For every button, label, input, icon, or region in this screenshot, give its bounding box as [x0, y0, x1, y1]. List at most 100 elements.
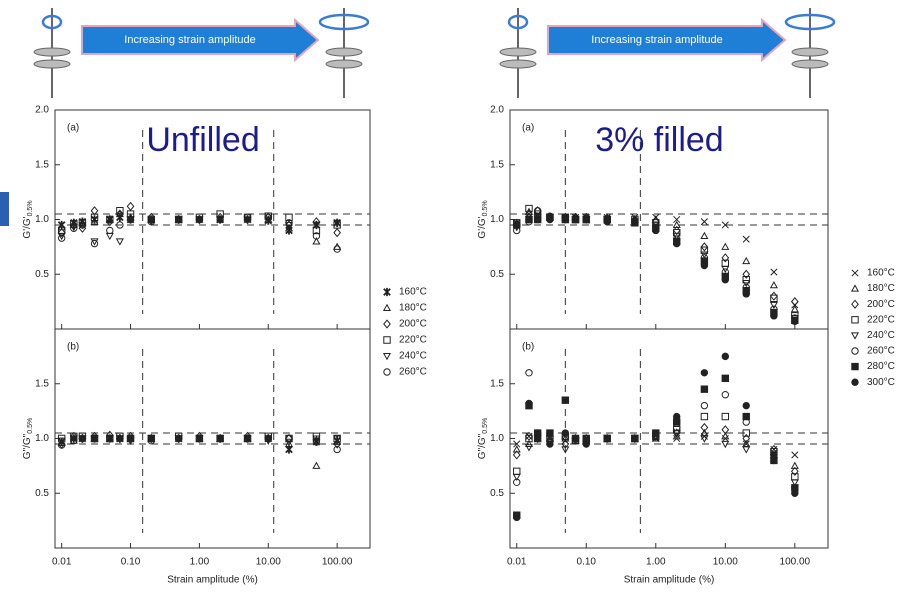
marker	[561, 446, 570, 454]
y-tick-label: 1.0	[490, 433, 504, 444]
x-tick-label: 10.00	[256, 557, 281, 568]
panel-label: (a)	[522, 123, 534, 134]
y-tick-label: 0.5	[35, 269, 49, 280]
marker	[652, 226, 660, 235]
marker	[216, 434, 224, 443]
marker	[90, 238, 99, 246]
x-axis-label: Strain amplitude (%)	[624, 575, 715, 586]
legend-marker	[851, 299, 859, 309]
x-tick-label: 0.10	[577, 557, 597, 568]
marker	[700, 402, 709, 410]
marker	[673, 215, 681, 224]
marker	[525, 215, 533, 224]
marker	[700, 261, 709, 270]
marker	[525, 399, 533, 408]
legend-label: 160°C	[867, 268, 895, 279]
rheometer-diagram: Increasing strain amplitude	[33, 8, 370, 98]
y-tick-label: 1.0	[490, 214, 504, 225]
marker	[264, 433, 273, 444]
marker	[721, 221, 729, 229]
marker	[333, 245, 341, 253]
panel-label: (b)	[522, 342, 534, 353]
marker	[243, 213, 252, 221]
legend-label: 280°C	[867, 361, 895, 372]
marker	[742, 235, 750, 243]
x-tick-label: 0.01	[507, 557, 527, 568]
marker	[700, 242, 709, 252]
marker	[174, 434, 183, 443]
marker	[561, 429, 570, 437]
marker	[312, 217, 321, 227]
marker	[561, 439, 570, 449]
marker	[700, 385, 709, 393]
panel-title: 3% filled	[595, 121, 724, 159]
marker	[57, 441, 66, 449]
y-axis-label-main: G'/G'	[477, 216, 488, 238]
y-axis-label-main: G"/G"	[22, 433, 33, 459]
marker	[561, 434, 570, 442]
marker	[57, 228, 66, 238]
marker	[312, 432, 321, 441]
marker	[512, 450, 521, 460]
marker	[672, 220, 681, 229]
marker	[700, 231, 709, 239]
marker	[533, 215, 542, 224]
marker	[312, 237, 321, 245]
y-tick-label: 1.0	[35, 214, 49, 225]
marker	[78, 435, 87, 443]
marker	[284, 224, 294, 232]
marker	[700, 218, 708, 226]
marker	[770, 451, 778, 459]
x-tick-label: 1.00	[190, 557, 210, 568]
marker	[721, 412, 730, 421]
y-tick-label: 1.5	[35, 159, 49, 170]
legend-label: 180°C	[399, 303, 427, 314]
legend-marker	[383, 368, 391, 376]
marker	[195, 216, 204, 224]
marker	[78, 221, 87, 229]
marker	[216, 435, 225, 443]
marker	[333, 434, 341, 443]
marker	[126, 215, 135, 224]
legend-label: 240°C	[867, 330, 895, 341]
marker	[721, 352, 730, 360]
marker	[90, 213, 99, 222]
marker	[105, 232, 114, 241]
marker	[700, 369, 709, 377]
marker	[285, 219, 293, 227]
y-tick-label: 0.5	[490, 269, 504, 280]
marker	[333, 221, 341, 229]
marker	[533, 429, 542, 437]
marker	[721, 432, 730, 440]
y-axis-label: G'/G'0.5%	[477, 200, 489, 238]
marker	[631, 434, 639, 443]
marker	[721, 425, 730, 435]
marker	[631, 219, 639, 227]
x-tick-label: 100.00	[322, 557, 353, 568]
marker	[106, 434, 114, 443]
marker	[513, 513, 521, 521]
marker	[195, 434, 204, 443]
marker	[791, 451, 799, 459]
marker	[700, 422, 709, 433]
marker	[195, 215, 204, 224]
legend-marker	[851, 269, 859, 277]
marker	[147, 435, 156, 443]
plate-icon	[318, 8, 370, 98]
marker	[216, 212, 224, 222]
marker	[90, 434, 99, 443]
marker	[513, 478, 521, 486]
plot-frame	[509, 328, 829, 549]
marker	[742, 446, 751, 454]
marker	[264, 213, 272, 221]
y-tick-label: 0.5	[35, 488, 49, 499]
marker	[770, 312, 778, 320]
marker	[561, 215, 570, 224]
marker	[512, 473, 521, 482]
marker	[742, 256, 751, 265]
marker	[147, 218, 155, 226]
marker	[195, 435, 204, 443]
marker	[742, 279, 751, 288]
marker	[603, 434, 611, 443]
marker	[652, 429, 660, 437]
